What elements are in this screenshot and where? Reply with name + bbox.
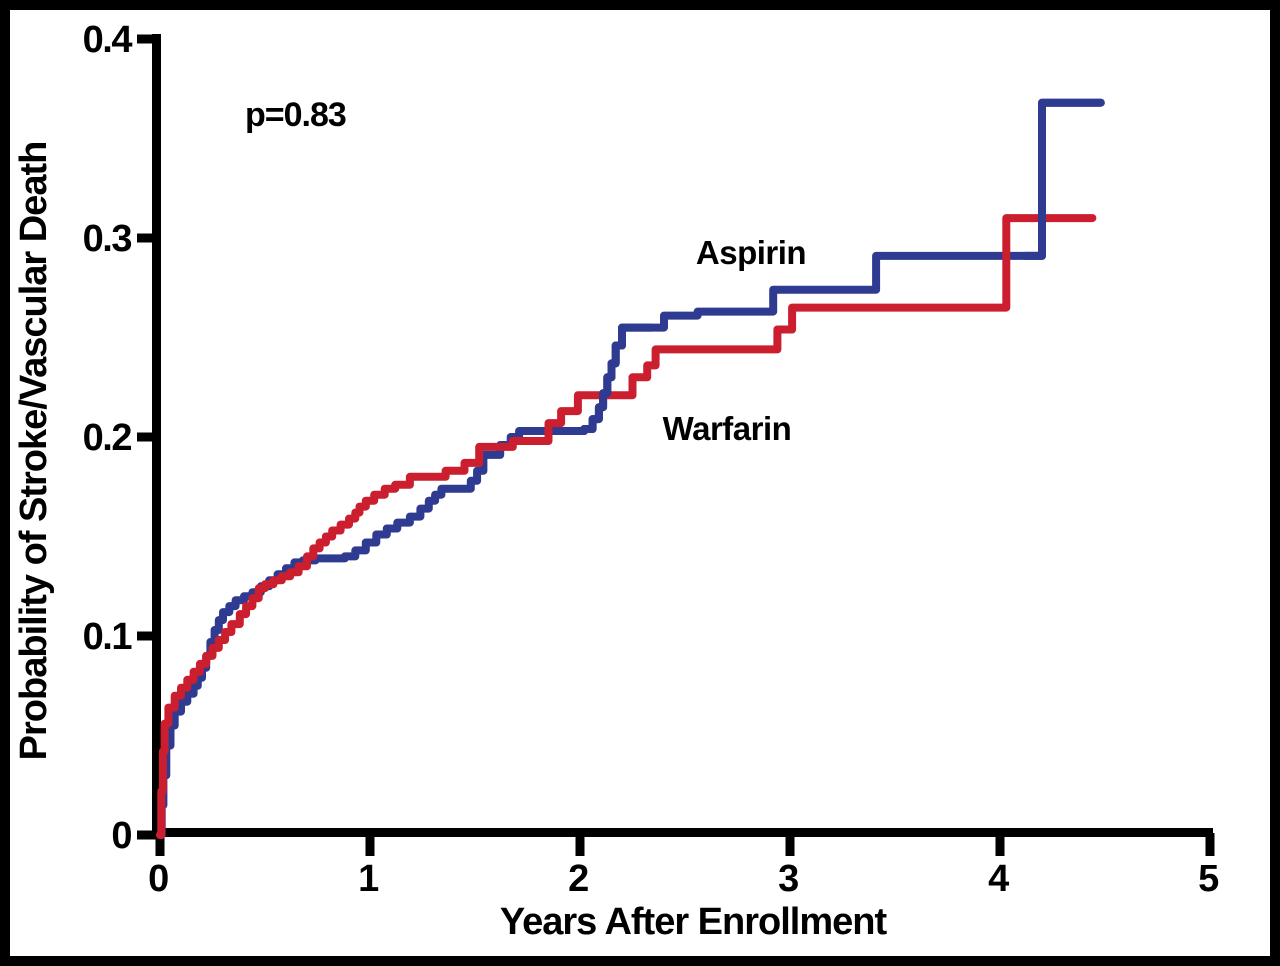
x-axis-tick-labels: 0 1 2 3 4 5 [148, 858, 1221, 900]
x-tick-label: 1 [358, 858, 379, 900]
x-tick-label: 2 [568, 858, 588, 900]
y-tick-label: 0.2 [83, 417, 132, 459]
y-axis: 0 0.1 0.2 0.3 0.4 Probability of Stroke/Vasc… [13, 19, 161, 857]
x-tick-label: 4 [988, 858, 1009, 900]
x-axis-title: Years After Enrollment [500, 901, 888, 943]
aspirin-series-label: Aspirin [696, 234, 806, 271]
x-tick-label: 0 [148, 858, 168, 900]
x-tick-label: 5 [1198, 858, 1219, 900]
y-axis-ticks [137, 34, 158, 840]
y-tick-label: 0.1 [83, 616, 133, 658]
y-tick-label: 0.3 [83, 218, 132, 260]
y-axis-title: Probability of Stroke/Vascular Death [13, 142, 55, 761]
p-value-annotation: p=0.83 [245, 96, 346, 134]
x-axis: 0 1 2 3 4 5 Years After Enrollment [148, 828, 1221, 943]
warfarin-series-label: Warfarin [663, 410, 792, 447]
y-tick-label: 0 [111, 815, 131, 857]
x-tick-label: 3 [778, 858, 798, 900]
curves [156, 98, 1105, 839]
warfarin-curve [156, 214, 1097, 839]
aspirin-curve-overlay-late [1021, 98, 1105, 260]
y-axis-tick-labels: 0 0.1 0.2 0.3 0.4 [83, 19, 134, 857]
y-tick-label: 0.4 [83, 19, 133, 61]
aspirin-curve [156, 98, 1105, 839]
aspirin-curve-overlay-early [576, 323, 656, 435]
x-axis-ticks [155, 833, 1215, 856]
